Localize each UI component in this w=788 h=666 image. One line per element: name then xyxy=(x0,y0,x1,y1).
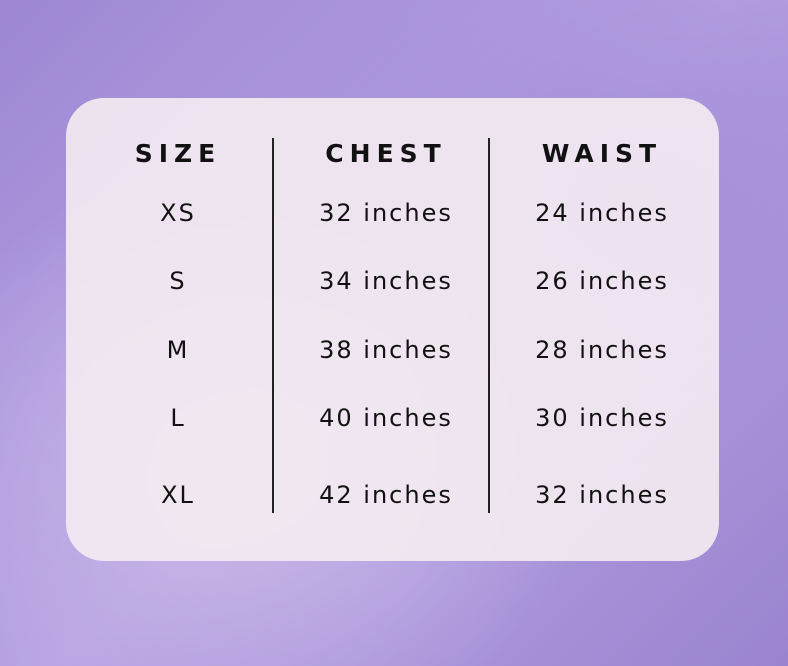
size-card xyxy=(66,98,719,561)
table-cell: XL xyxy=(161,481,195,509)
column-header: WAIST xyxy=(541,139,663,168)
divider xyxy=(272,138,274,513)
table-cell: M xyxy=(166,336,190,364)
table-cell: 32 inches xyxy=(319,199,453,227)
table-cell: L xyxy=(170,404,186,432)
table-cell: 34 inches xyxy=(319,267,453,295)
table-cell: 38 inches xyxy=(319,336,453,364)
table-cell: 24 inches xyxy=(535,199,669,227)
table-cell: 40 inches xyxy=(319,404,453,432)
table-cell: 30 inches xyxy=(535,404,669,432)
column-header: SIZE xyxy=(134,139,222,168)
column-header: CHEST xyxy=(325,139,447,168)
table-cell: 42 inches xyxy=(319,481,453,509)
table-cell: 28 inches xyxy=(535,336,669,364)
table-cell: 32 inches xyxy=(535,481,669,509)
table-cell: XS xyxy=(160,199,196,227)
divider xyxy=(488,138,490,513)
table-cell: S xyxy=(169,267,187,295)
table-cell: 26 inches xyxy=(535,267,669,295)
